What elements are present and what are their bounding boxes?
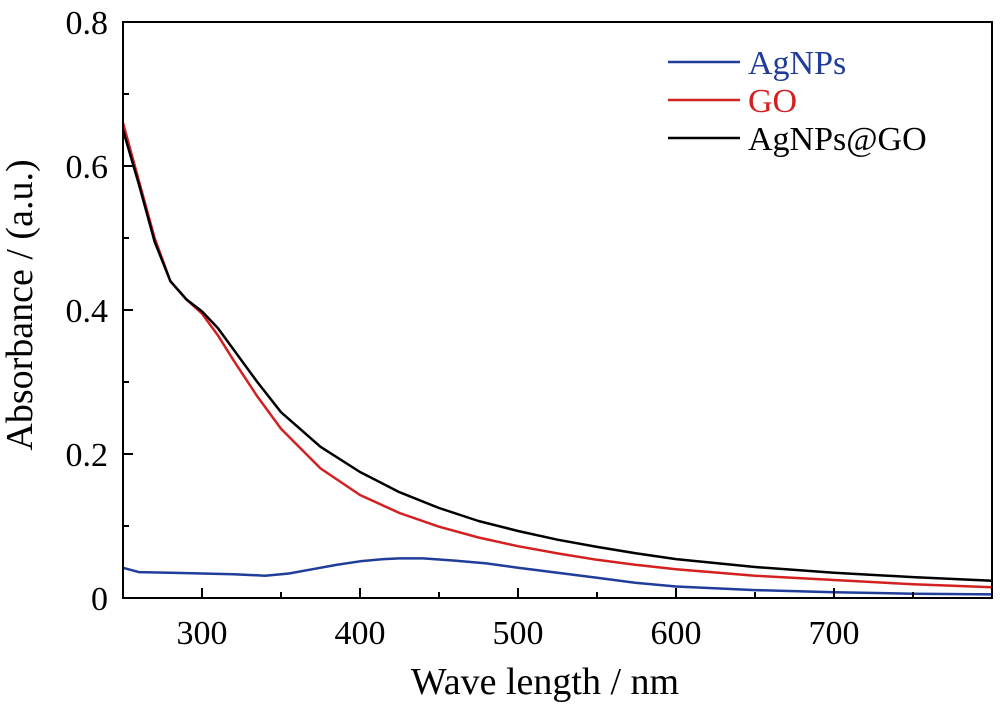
- x-tick-label: 600: [651, 615, 702, 652]
- legend-label: AgNPs: [748, 45, 846, 82]
- y-tick-label: 0.6: [66, 149, 109, 186]
- x-tick-label: 700: [809, 615, 860, 652]
- y-tick-label: 0.2: [66, 437, 109, 474]
- legend-label: AgNPs@GO: [748, 121, 927, 158]
- series-line-agnps-go: [121, 129, 993, 582]
- x-axis-label: Wave length / nm: [411, 661, 679, 703]
- y-axis-label: Absorbance / (a.u.): [0, 159, 41, 450]
- series-line-agnps: [122, 557, 993, 596]
- legend-label: GO: [748, 83, 797, 120]
- y-tick-label: 0: [91, 581, 108, 618]
- x-tick-label: 300: [177, 615, 228, 652]
- series-line-go: [121, 122, 993, 589]
- x-tick-label: 400: [335, 615, 386, 652]
- series-lines: [121, 122, 993, 596]
- plot-frame: [122, 21, 993, 599]
- y-tick-label: 0.8: [66, 5, 109, 42]
- x-tick-label: 500: [493, 615, 544, 652]
- axis-ticks: 300 400 500 600 700 0 0.2 0.4 0.6 0.8: [66, 5, 914, 652]
- y-tick-label: 0.4: [66, 293, 109, 330]
